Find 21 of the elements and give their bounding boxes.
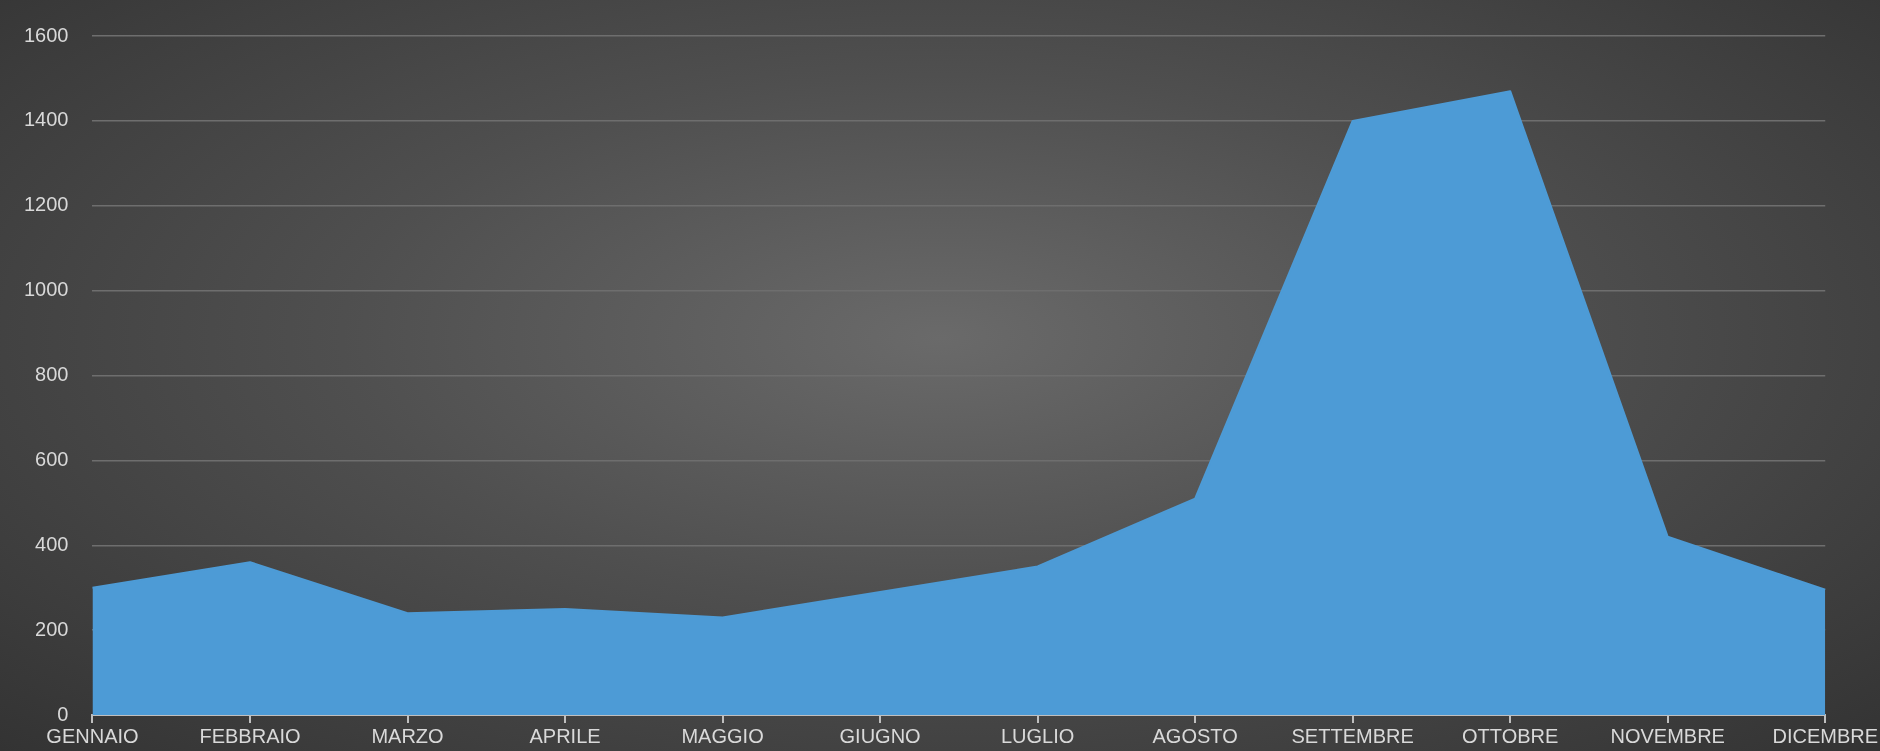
y-tick-label: 200: [35, 617, 69, 640]
y-tick-label: 1400: [23, 108, 69, 131]
x-tick-label: MARZO: [371, 724, 444, 747]
x-tick-label: FEBBRAIO: [199, 724, 301, 747]
x-tick-label: AGOSTO: [1152, 724, 1238, 747]
x-tick-label: DICEMBRE: [1772, 724, 1879, 747]
x-tick-label: GIUGNO: [839, 724, 921, 747]
y-tick-label: 600: [35, 447, 69, 470]
y-tick-label: 0: [57, 702, 69, 725]
y-tick-label: 800: [35, 363, 69, 386]
x-tick-label: LUGLIO: [1000, 724, 1075, 747]
y-tick-label: 1600: [23, 23, 69, 46]
x-tick-label: SETTEMBRE: [1291, 724, 1414, 747]
y-tick-label: 1200: [23, 193, 69, 216]
y-tick-label: 1000: [23, 278, 69, 301]
x-tick-label: GENNAIO: [46, 724, 139, 747]
x-tick-label: APRILE: [529, 724, 601, 747]
x-tick-label: MAGGIO: [681, 724, 764, 747]
x-tick-label: NOVEMBRE: [1610, 724, 1725, 747]
y-tick-label: 400: [35, 532, 69, 555]
x-tick-label: OTTOBRE: [1462, 724, 1559, 747]
